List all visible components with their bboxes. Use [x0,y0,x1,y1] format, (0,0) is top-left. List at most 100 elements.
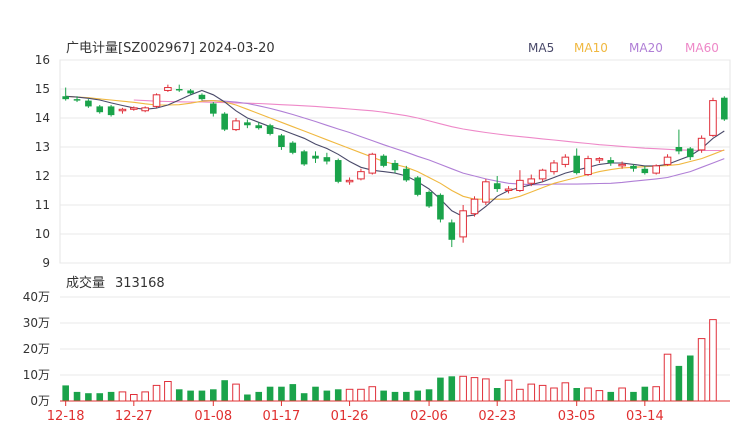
candle-body-down [266,125,274,134]
candle-body-up [164,87,172,91]
volume-bar-up [652,386,660,402]
candle-body-down [312,155,319,159]
candle-body-up [561,156,570,165]
volume-bar-up [550,387,558,402]
candlesticks [62,84,728,248]
x-tick-label: 01-08 [194,409,232,424]
volume-bar-up [345,388,354,402]
candle-body-down [289,142,297,153]
candle-body-down [573,155,580,174]
candle-body-down [96,106,104,113]
volume-bar-down [380,390,387,401]
candle-body-down [334,160,342,182]
volume-bar-up [504,379,513,402]
volume-bar-down [210,389,217,401]
price-tick-label: 10 [35,227,50,241]
candle-body-down [107,106,115,116]
candle-body-down [85,100,92,107]
candle-body-down [244,122,251,126]
volume-bar-down [414,390,422,401]
price-tick-label: 14 [35,111,50,125]
candle-body-up [538,169,547,180]
candle-body-up [130,107,138,110]
volume-bar-up [232,383,240,402]
candle-body-down [675,147,683,152]
candle-body-down [278,135,285,147]
candle-body-down [62,96,69,100]
volume-bar-up [164,381,172,402]
volume-value: 313168 [115,276,165,291]
candle-body-down [198,94,206,100]
candle-body-down [187,90,194,94]
volume-bar-down [278,386,285,401]
ma10-line [65,95,725,200]
legend-item-ma5: MA5 [528,41,554,55]
volume-bar-down [686,355,694,401]
candle-body-up [663,156,672,165]
price-tick-label: 12 [35,169,50,183]
legend-item-ma20: MA20 [629,41,663,55]
x-tick-label: 01-26 [331,409,369,424]
volume-bar-up [709,319,717,402]
volume-bar-down [630,391,637,401]
volume-bar-up [141,391,149,402]
volume-bar-down [198,390,206,401]
volume-bar-up [538,384,547,402]
volume-bar-up [459,375,467,402]
candle-body-down [391,162,399,171]
volume-bar-up [357,388,365,402]
x-tick-label: 12-18 [47,409,85,424]
ma20-line [201,100,725,186]
volume-bar-up [595,390,604,402]
candle-body-up [527,178,536,184]
candle-body-up [550,162,558,173]
price-tick-label: 13 [35,140,50,154]
candle-body-up [357,171,365,180]
volume-bar-down [85,393,92,401]
candle-body-up [482,181,490,203]
volume-bar-up [527,383,536,402]
volume-bar-up [663,353,672,402]
volume-bar-down [73,391,81,401]
volume-bar-down [403,391,410,401]
volume-tick-label: 10万 [23,368,50,382]
volume-bar-down [289,384,297,401]
volume-tick-label: 30万 [23,316,50,330]
volume-bar-down [62,385,69,401]
candle-body-down [175,89,183,91]
ma60-line [133,99,725,152]
volume-bar-up [118,391,127,402]
candle-body-down [221,113,228,130]
volume-bar-down [300,393,308,401]
candle-body-up [141,107,149,112]
volume-bar-up [561,382,570,402]
volume-bar-down [675,365,683,401]
candle-body-up [652,165,660,174]
volume-bar-down [96,393,104,401]
price-tick-label: 11 [35,198,50,212]
volume-tick-label: 20万 [23,342,50,356]
candle-body-up [697,137,706,151]
volume-bar-down [448,376,456,401]
volume-bar-up [697,338,706,402]
volume-bar-down [323,390,331,401]
candle-body-up [232,120,240,131]
price-tick-label: 15 [35,82,50,96]
legend: MA5 MA10 MA20 MA60 [528,41,719,55]
candle-body-up [118,108,127,112]
candle-body-down [414,177,422,195]
price-tick-label: 16 [35,53,50,67]
volume-bar-down [221,380,228,401]
volume-bar-down [187,390,194,401]
legend-item-ma60: MA60 [685,41,719,55]
volume-bar-up [516,388,524,402]
candle-body-down [300,151,308,165]
candle-body-up [345,179,354,183]
candle-body-down [493,183,501,190]
candle-body-down [403,168,410,181]
candle-body-up [459,210,467,238]
volume-bar-down [493,388,501,401]
candle-body-up [368,153,377,174]
candle-body-down [73,99,81,101]
